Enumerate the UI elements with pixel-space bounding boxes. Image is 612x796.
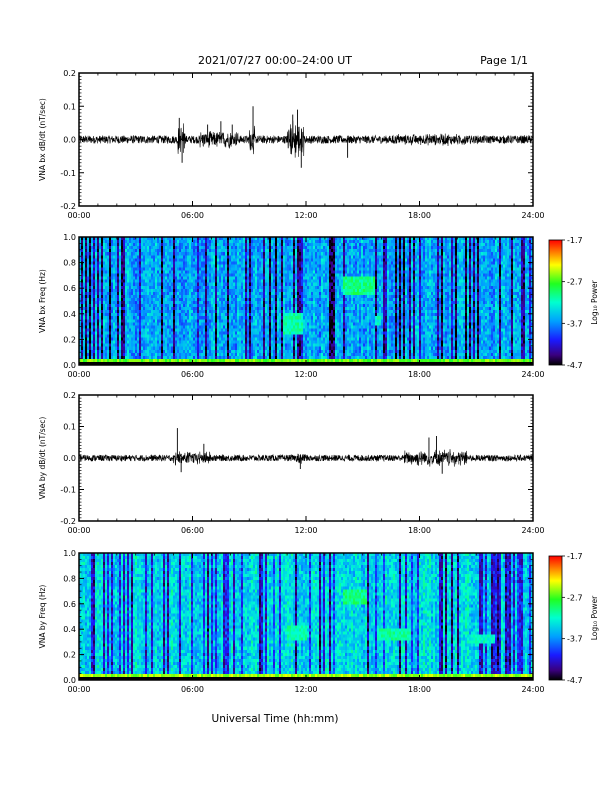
y-tick-label: -0.2 [60, 202, 76, 211]
series-line [79, 121, 533, 158]
x-tick-label: 24:00 [521, 211, 544, 220]
x-tick-label: 12:00 [294, 211, 317, 220]
x-tick-label: 00:00 [67, 211, 90, 220]
y-tick-label: 0.2 [63, 69, 76, 78]
y-tick-label: 0.0 [63, 136, 76, 145]
x-tick-label: 06:00 [181, 211, 204, 220]
y-tick-label: 0.1 [63, 102, 76, 111]
y-tick-label: -0.1 [60, 169, 76, 178]
x-tick-label: 18:00 [408, 211, 431, 220]
figure-page: 2021/07/27 00:00–24:00 UT Page 1/1 00:00… [0, 0, 612, 792]
spectrogram-cells [79, 237, 533, 365]
page-indicator: Page 1/1 [480, 54, 528, 67]
y-axis-label: VNA bx dB/dt (nT/sec) [38, 98, 47, 181]
figure-canvas: 2021/07/27 00:00–24:00 UT Page 1/1 00:00… [0, 0, 612, 792]
timeseries-panel-1: 00:00 06:00 12:00 18:00 24:00 0.2 0.1 0.0 -0.1 -0… [38, 69, 545, 220]
figure-title: 2021/07/27 00:00–24:00 UT [198, 54, 352, 67]
